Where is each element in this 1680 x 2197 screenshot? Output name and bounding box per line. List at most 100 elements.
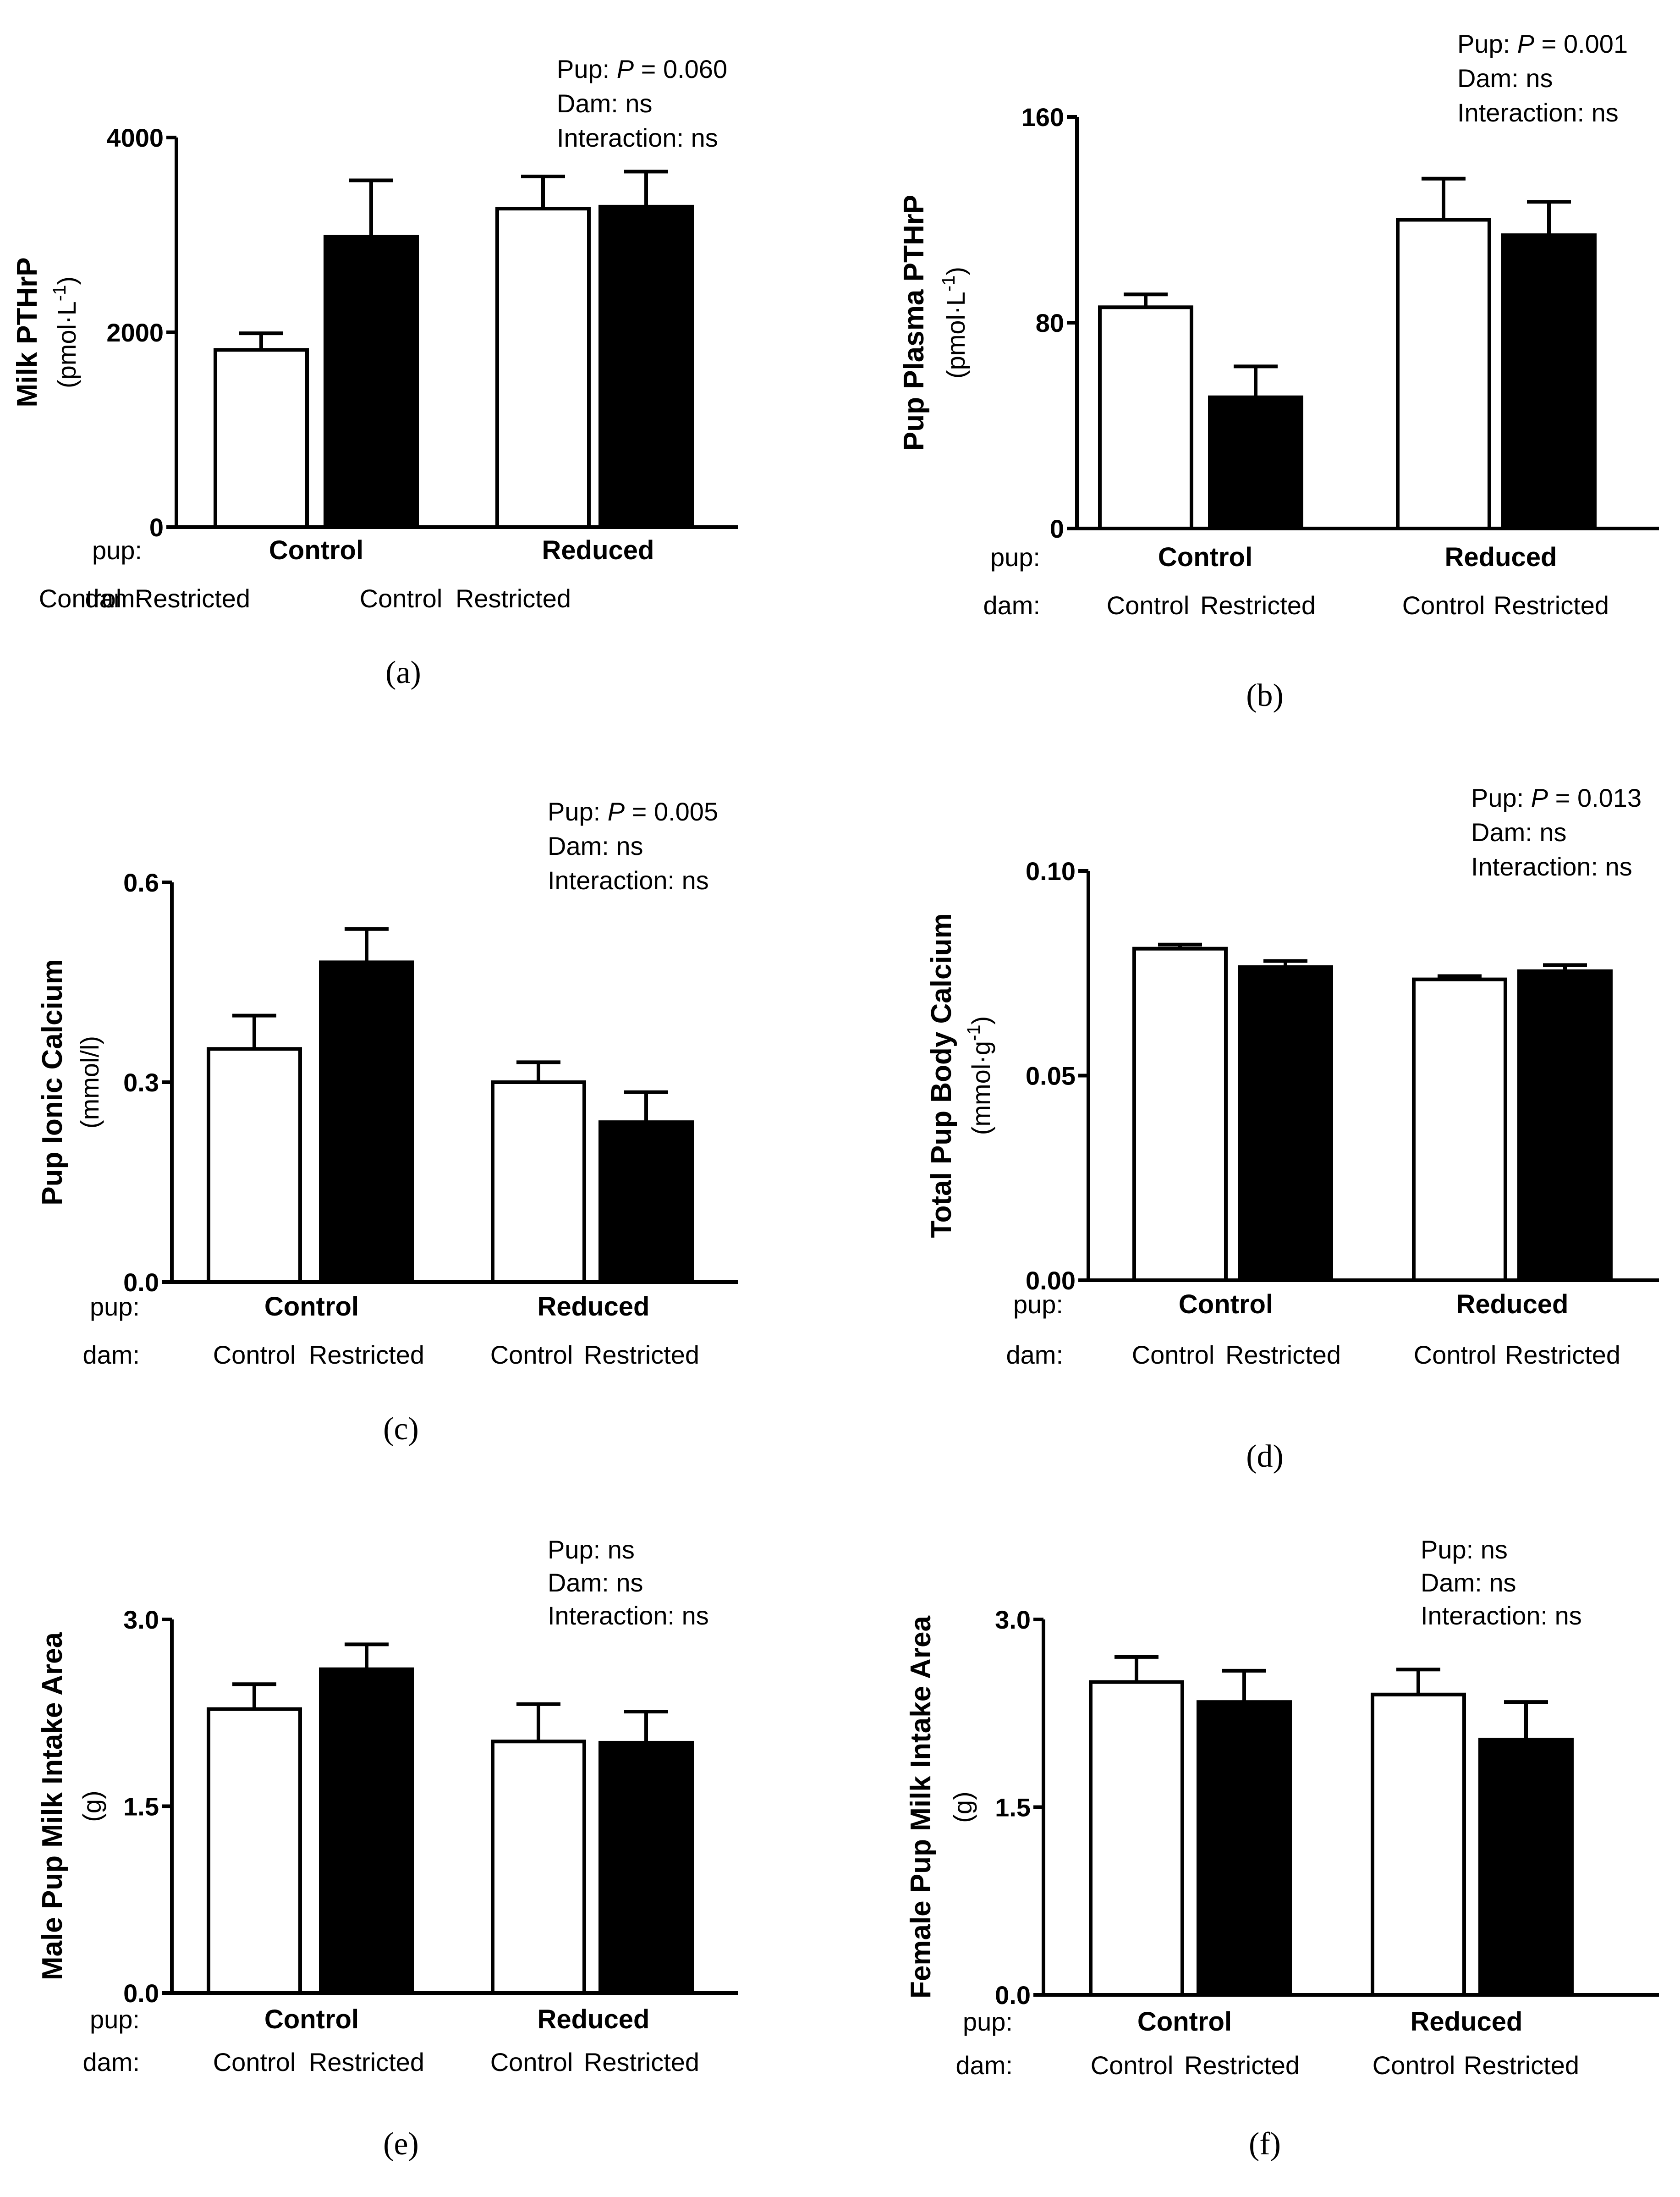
dam-label-control: Control [1107, 591, 1190, 620]
pup-row-label: pup: [963, 2007, 1013, 2036]
y-tick-label: 0.10 [1026, 857, 1076, 886]
stat-interaction: Interaction: ns [1471, 852, 1632, 881]
y-axis-unit: (mmol/l) [75, 1036, 104, 1129]
dam-label-restricted: Restricted [584, 2048, 699, 2076]
dam-row-label: dam: [85, 584, 143, 613]
dam-label-restricted: Restricted [1184, 2051, 1300, 2080]
bar-reduced-pup-control-dam [491, 1740, 586, 1995]
dam-label-control: Control [490, 2048, 573, 2076]
y-tick-label: 1.5 [123, 1792, 159, 1821]
pup-row-label: pup: [92, 536, 142, 565]
y-tick-label: 3.0 [123, 1605, 159, 1634]
y-tick-label: 3.0 [995, 1605, 1031, 1634]
y-axis-title: Pup Plasma PTHrP [898, 195, 930, 451]
y-axis-unit: (g) [948, 1791, 977, 1823]
panel-label: (d) [1246, 1439, 1284, 1474]
pup-group-label: Control [1158, 542, 1252, 572]
y-axis-title: Total Pup Body Calcium [926, 913, 957, 1238]
stat-interaction: Interaction: ns [548, 1601, 709, 1630]
pup-row-label: pup: [90, 1292, 140, 1321]
pup-row-label: pup: [1013, 1290, 1063, 1319]
pup-group-label: Reduced [538, 2004, 650, 2034]
dam-label-control: Control [1373, 2051, 1455, 2080]
dam-label-control: Control [1414, 1340, 1497, 1369]
stat-interaction: Interaction: ns [548, 866, 709, 895]
y-tick-label: 2000 [106, 318, 164, 347]
dam-label-restricted: Restricted [1225, 1340, 1341, 1369]
dam-label-control: Control [360, 584, 443, 613]
y-tick-label: 0.00 [1026, 1266, 1076, 1295]
dam-label-restricted: Restricted [584, 1340, 699, 1369]
dam-label-restricted: Restricted [1464, 2051, 1579, 2080]
stat-pup: Pup: P = 0.005 [548, 797, 718, 826]
dam-label-restricted: Restricted [309, 1340, 424, 1369]
bar-control-pup-restricted-dam [319, 1667, 414, 1995]
panel-d: 0.00 0.05 0.10 Total Pup Body Calcium (mmol·… [926, 783, 1659, 1474]
y-tick-label: 160 [1021, 103, 1064, 132]
bar-control-pup-restricted-dam [1208, 395, 1303, 530]
panel-a: 0 2000 4000 Milk PTHrP (pmol·L-1) Pup: P = 0.… [11, 55, 738, 690]
dam-label-control: Control [39, 584, 122, 613]
bar-reduced-pup-control-dam [1412, 977, 1507, 1282]
y-tick-label: 0.3 [123, 1068, 159, 1097]
stat-interaction: Interaction: ns [1457, 98, 1619, 127]
y-axis-title: Milk PTHrP [11, 257, 43, 407]
bar-reduced-pup-restricted-dam [598, 1120, 694, 1284]
stat-dam: Dam: ns [1471, 818, 1567, 847]
stat-pup: Pup: P = 0.060 [557, 55, 727, 83]
pup-group-label: Control [1137, 2007, 1232, 2037]
y-tick-label: 4000 [106, 123, 164, 152]
panel-label: (e) [383, 2126, 419, 2162]
stat-pup: Pup: P = 0.001 [1457, 29, 1628, 58]
panel-label: (f) [1249, 2126, 1281, 2162]
dam-row-label: dam: [83, 2048, 140, 2076]
bar-control-pup-control-dam [207, 1047, 302, 1284]
dam-row-label: dam: [83, 1340, 140, 1369]
bar-reduced-pup-restricted-dam [1517, 969, 1613, 1282]
y-tick-label: 0 [1050, 514, 1064, 543]
stat-pup: Pup: ns [1421, 1535, 1508, 1564]
bar-control-pup-control-dam [1089, 1680, 1184, 1997]
bar-control-pup-restricted-dam [1238, 965, 1333, 1282]
dam-label-restricted: Restricted [456, 584, 571, 613]
bar-reduced-pup-restricted-dam [1478, 1738, 1574, 1997]
dam-label-restricted: Restricted [1493, 591, 1609, 620]
stat-interaction: Interaction: ns [557, 123, 718, 152]
y-tick-label: 0.6 [123, 868, 159, 897]
bar-reduced-pup-restricted-dam [598, 1740, 694, 1995]
y-tick-label: 80 [1036, 308, 1064, 337]
bar-control-pup-control-dam [207, 1707, 302, 1995]
pup-group-label: Reduced [538, 1292, 650, 1322]
dam-label-control: Control [1091, 2051, 1174, 2080]
stat-dam: Dam: ns [1421, 1568, 1516, 1597]
panel-f: 0.0 1.5 3.0 Female Pup Milk Intake Area (g) P… [905, 1535, 1659, 2162]
pup-group-label: Reduced [1411, 2007, 1523, 2037]
pup-group-label: Reduced [542, 535, 654, 565]
y-axis-title: Pup Ionic Calcium [37, 959, 68, 1205]
panel-label: (c) [383, 1411, 419, 1447]
pup-row-label: pup: [990, 543, 1040, 572]
pup-row-label: pup: [90, 2005, 140, 2034]
y-axis-unit: (pmol·L-1) [49, 276, 81, 388]
pup-group-label: Control [264, 1292, 359, 1322]
pup-group-label: Control [1179, 1289, 1273, 1319]
y-tick-label: 1.5 [995, 1793, 1031, 1822]
stat-dam: Dam: ns [1457, 64, 1553, 93]
dam-row-label: dam: [983, 591, 1041, 620]
dam-label-restricted: Restricted [1200, 591, 1316, 620]
bar-control-pup-restricted-dam [1197, 1700, 1292, 1997]
stat-dam: Dam: ns [548, 1568, 643, 1597]
dam-label-control: Control [213, 2048, 296, 2076]
bar-control-pup-restricted-dam [324, 235, 419, 529]
y-axis-title: Female Pup Milk Intake Area [905, 1615, 937, 1999]
bar-control-pup-control-dam [1098, 305, 1193, 530]
bar-reduced-pup-restricted-dam [1501, 233, 1597, 530]
bar-control-pup-restricted-dam [319, 960, 414, 1284]
bar-control-pup-control-dam [1132, 947, 1228, 1282]
bar-reduced-pup-control-dam [491, 1080, 586, 1284]
y-tick-label: 0.0 [123, 1979, 159, 2008]
stat-pup: Pup: P = 0.013 [1471, 783, 1642, 812]
dam-label-control: Control [1402, 591, 1485, 620]
panel-b: 0 80 160 Pup Plasma PTHrP (pmol·L-1) Pup: P =… [898, 29, 1659, 713]
stat-dam: Dam: ns [557, 89, 653, 118]
